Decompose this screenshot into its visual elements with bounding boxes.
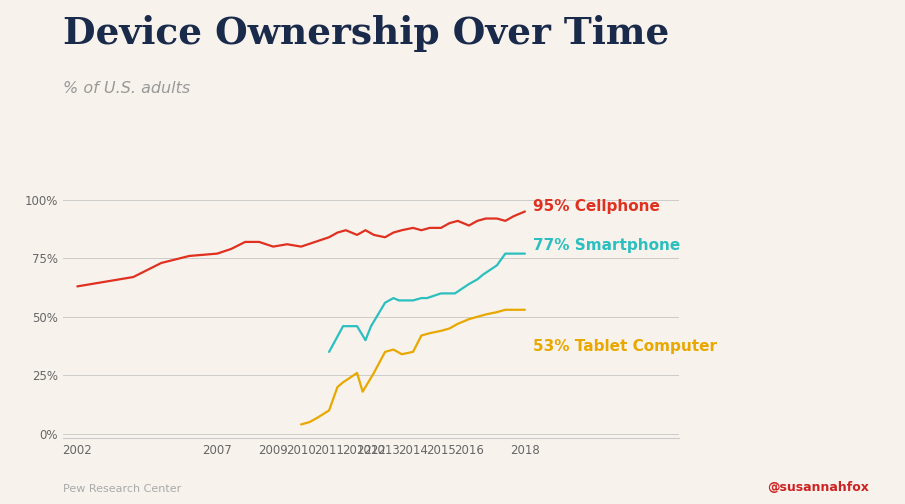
Text: 77% Smartphone: 77% Smartphone	[533, 238, 681, 253]
Text: % of U.S. adults: % of U.S. adults	[63, 81, 191, 96]
Text: @susannahfox: @susannahfox	[767, 481, 869, 494]
Text: Pew Research Center: Pew Research Center	[63, 484, 182, 494]
Text: 95% Cellphone: 95% Cellphone	[533, 199, 660, 214]
Text: 53% Tablet Computer: 53% Tablet Computer	[533, 339, 718, 353]
Text: Device Ownership Over Time: Device Ownership Over Time	[63, 15, 670, 52]
